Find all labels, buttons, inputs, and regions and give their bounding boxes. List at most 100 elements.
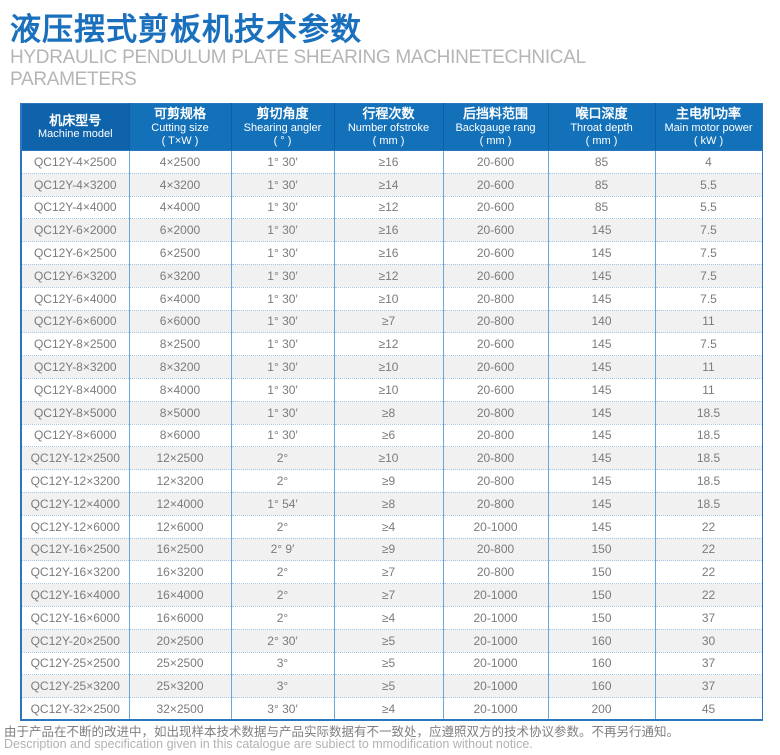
- cell-model: QC12Y-16×4000: [21, 583, 130, 607]
- cell-model: QC12Y-16×2500: [21, 537, 130, 561]
- cell-power: 22: [655, 537, 762, 561]
- cell-backgauge: 20-600: [443, 263, 549, 288]
- table-row: QC12Y-12×2500 12×2500 2° ≥10 20-800 145 18.5: [21, 446, 762, 470]
- cell-backgauge: 20-800: [443, 400, 549, 425]
- cell-power: 5.5: [655, 172, 762, 197]
- cell-strokes: ≥14: [334, 172, 444, 197]
- column-header-throat: 喉口深度 Throat depth( mm ): [548, 103, 656, 151]
- table-row: QC12Y-6×2500 6×2500 1° 30′ ≥16 20-600 145 7.5: [21, 241, 762, 265]
- cell-cutting: 16×2500: [129, 537, 232, 561]
- cell-backgauge: 20-800: [443, 286, 549, 311]
- cell-power: 4: [655, 150, 762, 174]
- cell-cutting: 4×3200: [129, 172, 232, 197]
- cell-throat: 145: [548, 218, 656, 242]
- cell-angle: 2°: [231, 605, 335, 630]
- table-row: QC12Y-8×6000 8×6000 1° 30′ ≥6 20-800 145 18.5: [21, 423, 762, 447]
- cell-cutting: 8×5000: [129, 400, 232, 425]
- cell-angle: 1° 30′: [231, 400, 335, 425]
- cell-cutting: 16×3200: [129, 560, 232, 584]
- cell-strokes: ≥7: [334, 583, 444, 607]
- cell-backgauge: 20-1000: [443, 605, 549, 630]
- cell-backgauge: 20-800: [443, 469, 549, 493]
- cell-backgauge: 20-600: [443, 241, 549, 265]
- cell-model: QC12Y-25×3200: [21, 674, 130, 698]
- cell-model: QC12Y-8×5000: [21, 400, 130, 425]
- cell-strokes: ≥8: [334, 491, 444, 516]
- cell-strokes: ≥9: [334, 537, 444, 561]
- cell-power: 7.5: [655, 286, 762, 311]
- cell-backgauge: 20-600: [443, 150, 549, 174]
- cell-power: 37: [655, 674, 762, 698]
- cell-cutting: 32×2500: [129, 697, 232, 721]
- cell-strokes: ≥10: [334, 355, 444, 379]
- cell-strokes: ≥5: [334, 628, 444, 652]
- cell-power: 18.5: [655, 400, 762, 425]
- table-row: QC12Y-8×3200 8×3200 1° 30′ ≥10 20-600 145 11: [21, 355, 762, 379]
- cell-angle: 2°: [231, 446, 335, 470]
- cell-model: QC12Y-32×2500: [21, 697, 130, 721]
- table-row: QC12Y-8×4000 8×4000 1° 30′ ≥10 20-600 145 11: [21, 377, 762, 402]
- cell-cutting: 16×6000: [129, 605, 232, 630]
- table-row: QC12Y-12×4000 12×4000 1° 54′ ≥8 20-800 145 18.…: [21, 491, 762, 516]
- cell-strokes: ≥16: [334, 150, 444, 174]
- column-header-cutting: 可剪规格 Cutting size( T×W ): [129, 103, 232, 151]
- cell-strokes: ≥5: [334, 651, 444, 675]
- cell-throat: 145: [548, 355, 656, 379]
- cell-cutting: 25×2500: [129, 651, 232, 675]
- cell-throat: 160: [548, 651, 656, 675]
- cell-backgauge: 20-600: [443, 355, 549, 379]
- cell-power: 11: [655, 355, 762, 379]
- cell-throat: 85: [548, 195, 656, 219]
- cell-power: 37: [655, 605, 762, 630]
- cell-power: 45: [655, 697, 762, 721]
- cell-model: QC12Y-6×2000: [21, 218, 130, 242]
- cell-strokes: ≥16: [334, 218, 444, 242]
- cell-cutting: 25×3200: [129, 674, 232, 698]
- cell-angle: 2°: [231, 583, 335, 607]
- spec-table: 机床型号 Machine model 可剪规格 Cutting size( T×W )…: [20, 103, 763, 722]
- cell-strokes: ≥9: [334, 469, 444, 493]
- table-row: QC12Y-6×4000 6×4000 1° 30′ ≥10 20-800 145 7.5: [21, 286, 762, 311]
- cell-model: QC12Y-25×2500: [21, 651, 130, 675]
- cell-cutting: 6×2500: [129, 241, 232, 265]
- cell-throat: 160: [548, 628, 656, 652]
- cell-angle: 1° 30′: [231, 172, 335, 197]
- cell-model: QC12Y-20×2500: [21, 628, 130, 652]
- cell-model: QC12Y-12×2500: [21, 446, 130, 470]
- table-row: QC12Y-32×2500 32×2500 3° 30′ ≥4 20-1000 200 45: [21, 697, 762, 721]
- cell-power: 37: [655, 651, 762, 675]
- cell-angle: 3°: [231, 651, 335, 675]
- cell-strokes: ≥4: [334, 697, 444, 721]
- cell-angle: 1° 54′: [231, 491, 335, 516]
- page-subtitle: HYDRAULIC PENDULUM PLATE SHEARING MACHIN…: [10, 47, 586, 90]
- cell-angle: 2°: [231, 469, 335, 493]
- cell-model: QC12Y-6×3200: [21, 263, 130, 288]
- cell-power: 7.5: [655, 332, 762, 356]
- cell-angle: 1° 30′: [231, 355, 335, 379]
- cell-throat: 145: [548, 241, 656, 265]
- table-header: 机床型号 Machine model 可剪规格 Cutting size( T×W )…: [21, 103, 762, 151]
- table-row: QC12Y-4×3200 4×3200 1° 30′ ≥14 20-600 85 5.5: [21, 172, 762, 197]
- cell-throat: 145: [548, 446, 656, 470]
- cell-model: QC12Y-8×2500: [21, 332, 130, 356]
- table-row: QC12Y-4×4000 4×4000 1° 30′ ≥12 20-600 85 5.5: [21, 195, 762, 219]
- cell-cutting: 12×6000: [129, 514, 232, 539]
- cell-backgauge: 20-1000: [443, 697, 549, 721]
- column-header-strokes: 行程次数 Number ofstroke( mm ): [334, 103, 444, 151]
- cell-strokes: ≥7: [334, 309, 444, 333]
- cell-throat: 145: [548, 514, 656, 539]
- cell-angle: 3° 30′: [231, 697, 335, 721]
- cell-cutting: 12×2500: [129, 446, 232, 470]
- table-row: QC12Y-12×3200 12×3200 2° ≥9 20-800 145 18.5: [21, 469, 762, 493]
- cell-power: 22: [655, 514, 762, 539]
- table-row: QC12Y-8×2500 8×2500 1° 30′ ≥12 20-600 145 7.5: [21, 332, 762, 356]
- cell-backgauge: 20-600: [443, 218, 549, 242]
- cell-power: 7.5: [655, 263, 762, 288]
- footer-disclaimer-en: Description and specification given in t…: [4, 737, 533, 751]
- cell-strokes: ≥10: [334, 286, 444, 311]
- cell-backgauge: 20-800: [443, 537, 549, 561]
- cell-cutting: 6×3200: [129, 263, 232, 288]
- cell-backgauge: 20-600: [443, 332, 549, 356]
- table-row: QC12Y-6×3200 6×3200 1° 30′ ≥12 20-600 145 7.5: [21, 263, 762, 288]
